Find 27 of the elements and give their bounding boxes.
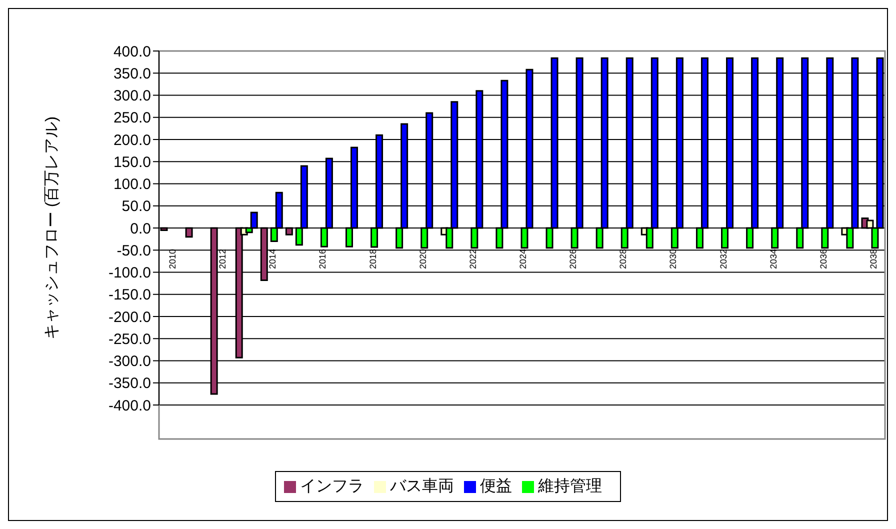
legend-label: インフラ	[300, 478, 364, 495]
y-tick-label: -150.0	[108, 286, 151, 304]
y-tick-label: -50.0	[116, 242, 151, 260]
legend-label: 便益	[480, 478, 512, 495]
x-tick-label: 2032	[718, 249, 728, 270]
x-tick-label: 2010	[168, 249, 178, 270]
y-tick-label: -250.0	[108, 330, 151, 348]
y-tick-label: 400.0	[113, 43, 151, 60]
y-tick-label: -200.0	[108, 308, 151, 326]
y-axis-title: キャッシュフロー (百万レアル)	[44, 116, 61, 340]
y-tick-label: -100.0	[108, 264, 151, 282]
x-tick-label: 2020	[418, 249, 428, 270]
y-tick-label: 300.0	[113, 88, 151, 105]
y-tick-label: 200.0	[113, 132, 151, 149]
legend-label: バス車両	[390, 478, 454, 495]
y-tick-label: 100.0	[113, 176, 151, 194]
x-tick-label: 2022	[468, 249, 478, 270]
y-tick-label: -350.0	[108, 375, 151, 392]
x-tick-label: 2030	[668, 249, 678, 270]
y-tick-label: 0.0	[130, 220, 151, 238]
y-tick-label: -300.0	[108, 353, 151, 370]
y-tick-label: 350.0	[113, 65, 151, 82]
y-tick-label: 50.0	[122, 198, 151, 216]
y-tick-label: 150.0	[113, 154, 151, 171]
y-tick-label: -400.0	[108, 397, 151, 414]
legend-label: 維持管理	[538, 478, 602, 495]
y-tick-label: 250.0	[113, 110, 151, 127]
